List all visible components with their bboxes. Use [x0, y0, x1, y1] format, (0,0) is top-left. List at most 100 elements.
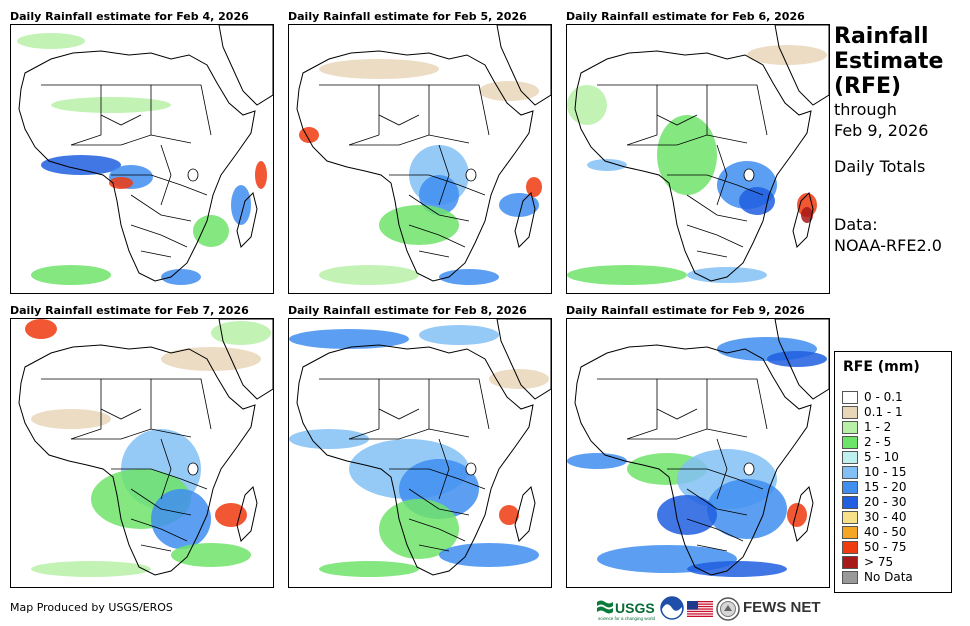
- rainfall-area: [419, 325, 499, 345]
- africa-map-svg: [296, 25, 551, 285]
- country-border: [41, 84, 102, 146]
- madagascar-coastline: [792, 486, 814, 542]
- country-border: [319, 84, 380, 146]
- legend-label: 0 - 0.1: [864, 390, 903, 404]
- arabia-coastline: [496, 25, 551, 106]
- country-border: [71, 134, 192, 146]
- rainfall-map: [566, 318, 830, 588]
- country-border: [597, 84, 658, 146]
- panel-title: Daily Rainfall estimate for Feb 4, 2026: [10, 10, 249, 23]
- rainfall-area: [657, 495, 717, 535]
- country-border: [418, 544, 450, 552]
- legend-swatch: [842, 406, 858, 419]
- africa-map-svg: [18, 319, 273, 577]
- legend-swatch: [842, 481, 858, 494]
- country-border: [716, 438, 728, 500]
- rainfall-area: [215, 503, 247, 527]
- country-border: [151, 378, 212, 430]
- rainfall-area: [151, 489, 211, 549]
- rainfall-area: [707, 479, 787, 539]
- country-border: [378, 114, 420, 126]
- madagascar-coastline: [236, 192, 258, 248]
- rainfall-map: [288, 24, 552, 294]
- title-rfe: (RFE): [834, 74, 902, 99]
- usaid-seal-icon: [716, 597, 740, 621]
- country-border: [349, 428, 470, 440]
- africa-map-svg: [567, 319, 829, 577]
- legend-label: 15 - 20: [864, 480, 907, 494]
- country-border: [627, 428, 748, 440]
- rainfall-area: [419, 175, 459, 215]
- country-border: [111, 174, 208, 196]
- rainfall-area: [109, 177, 133, 189]
- country-border: [130, 194, 192, 222]
- country-border: [408, 224, 466, 248]
- country-border: [438, 438, 450, 500]
- country-border: [686, 518, 744, 542]
- country-border: [111, 468, 208, 490]
- rainfall-area: [439, 543, 539, 567]
- legend-label: 0.1 - 1: [864, 405, 903, 419]
- country-border: [656, 114, 698, 126]
- through-label: through: [834, 100, 897, 119]
- country-border: [707, 84, 768, 136]
- rainfall-area: [31, 265, 111, 285]
- lake-victoria: [187, 168, 199, 182]
- rainfall-area: [787, 503, 807, 527]
- country-border: [140, 544, 172, 552]
- legend-swatch: [842, 451, 858, 464]
- country-border: [389, 468, 486, 490]
- usgs-tagline: science for a changing world: [598, 616, 656, 621]
- legend-label: 30 - 40: [864, 510, 907, 524]
- end-date: Feb 9, 2026: [834, 121, 929, 140]
- rainfall-area: [319, 561, 419, 577]
- legend-label: > 75: [864, 555, 894, 569]
- country-border: [319, 378, 380, 440]
- country-border: [707, 378, 768, 430]
- rainfall-area: [319, 59, 439, 79]
- rainfall-map: [10, 24, 274, 294]
- arabia-coastline: [774, 319, 829, 400]
- country-border: [627, 134, 748, 146]
- country-border: [389, 174, 486, 196]
- country-border: [418, 250, 450, 258]
- rainfall-area: [801, 207, 813, 223]
- rainfall-area: [526, 177, 542, 197]
- country-border: [160, 144, 172, 206]
- madagascar-coastline: [514, 486, 536, 542]
- rainfall-area: [587, 159, 627, 171]
- lake-victoria: [465, 168, 477, 182]
- country-border: [140, 250, 172, 258]
- country-border: [667, 468, 764, 490]
- country-border: [130, 488, 192, 516]
- legend-swatch: [842, 496, 858, 509]
- africa-coastline: [18, 344, 256, 576]
- usgs-logo: USGS science for a changing world: [596, 598, 658, 622]
- usgs-text: USGS: [615, 600, 655, 616]
- rainfall-area: [499, 505, 519, 525]
- legend-label: 1 - 2: [864, 420, 892, 434]
- country-border: [408, 194, 470, 222]
- africa-map-svg: [567, 25, 829, 285]
- country-border: [408, 518, 466, 542]
- madagascar-coastline: [792, 192, 814, 248]
- rainfall-area: [739, 187, 775, 215]
- country-border: [408, 488, 470, 516]
- rainfall-area: [289, 329, 409, 349]
- arabia-coastline: [774, 25, 829, 106]
- rainfall-area: [479, 81, 539, 101]
- map-credit: Map Produced by USGS/EROS: [10, 601, 173, 614]
- africa-coastline: [574, 344, 812, 576]
- rainfall-area: [161, 347, 261, 371]
- title-estimate: Estimate: [834, 49, 944, 74]
- country-border: [686, 224, 744, 248]
- country-border: [438, 144, 450, 206]
- rainfall-area: [687, 561, 787, 577]
- country-border: [100, 408, 142, 420]
- country-border: [686, 194, 748, 222]
- rainfall-area: [767, 351, 827, 367]
- country-border: [100, 114, 142, 126]
- africa-coastline: [18, 50, 256, 282]
- country-border: [686, 488, 748, 516]
